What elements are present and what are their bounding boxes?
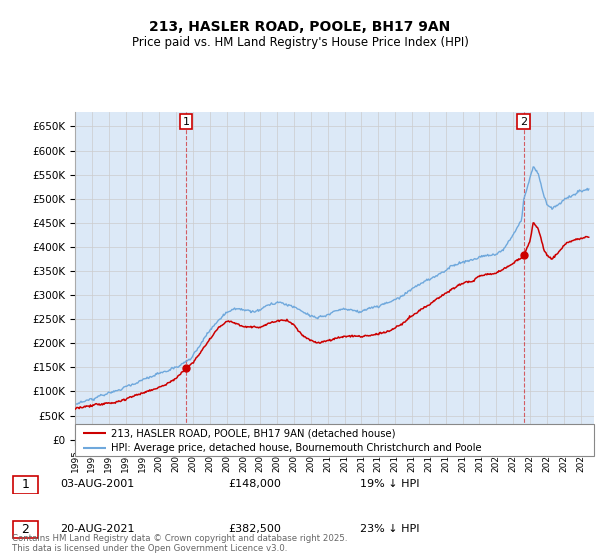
Text: Price paid vs. HM Land Registry's House Price Index (HPI): Price paid vs. HM Land Registry's House … <box>131 36 469 49</box>
Text: 03-AUG-2001: 03-AUG-2001 <box>60 479 134 489</box>
Text: £382,500: £382,500 <box>228 524 281 534</box>
Text: 2: 2 <box>22 523 29 536</box>
Text: 20-AUG-2021: 20-AUG-2021 <box>60 524 134 534</box>
Text: 213, HASLER ROAD, POOLE, BH17 9AN (detached house): 213, HASLER ROAD, POOLE, BH17 9AN (detac… <box>112 428 396 438</box>
FancyBboxPatch shape <box>13 521 38 538</box>
Text: HPI: Average price, detached house, Bournemouth Christchurch and Poole: HPI: Average price, detached house, Bour… <box>112 444 482 453</box>
FancyBboxPatch shape <box>13 477 38 493</box>
FancyBboxPatch shape <box>75 424 594 456</box>
Text: £148,000: £148,000 <box>228 479 281 489</box>
Text: 1: 1 <box>22 478 29 492</box>
Text: 2: 2 <box>520 116 527 127</box>
Text: 23% ↓ HPI: 23% ↓ HPI <box>360 524 419 534</box>
Text: 213, HASLER ROAD, POOLE, BH17 9AN: 213, HASLER ROAD, POOLE, BH17 9AN <box>149 20 451 34</box>
Text: 19% ↓ HPI: 19% ↓ HPI <box>360 479 419 489</box>
Text: Contains HM Land Registry data © Crown copyright and database right 2025.
This d: Contains HM Land Registry data © Crown c… <box>12 534 347 553</box>
Text: 1: 1 <box>182 116 190 127</box>
